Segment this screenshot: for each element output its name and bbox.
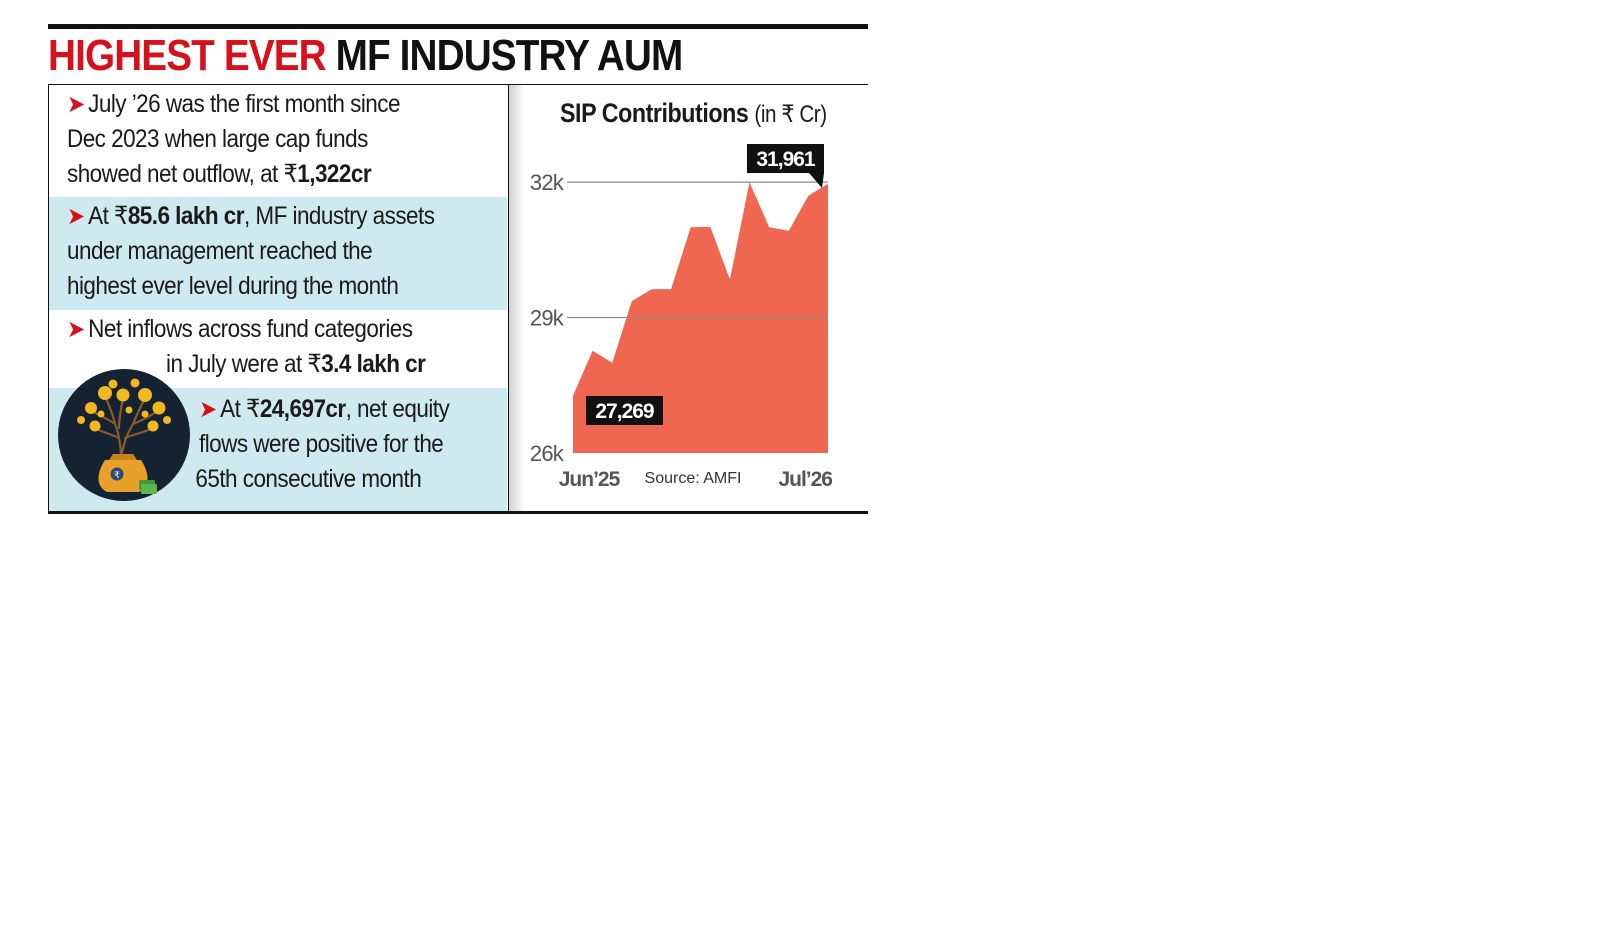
infographic-frame (48, 84, 868, 514)
bullet-arrow-icon: ➤ (67, 91, 85, 118)
point-run: 65th consecutive month (195, 465, 422, 493)
callout-last-box (747, 144, 824, 173)
point-text: ➤ July ’26 was the first month since Dec 2… (67, 87, 400, 192)
point-run: Net inflows across fund categories (88, 315, 413, 343)
bullet-arrow-icon: ➤ (67, 316, 85, 343)
point-text: ➤ At ₹85.6 lakh cr, MF industry assets und… (67, 199, 435, 304)
chart-title-unit: (in ₹ Cr) (754, 101, 827, 128)
point-line: ➤ July ’26 was the first month since (67, 87, 400, 122)
point-run: flows were positive for the (199, 430, 444, 458)
point-run: At ₹ (220, 395, 260, 423)
point-highlight: 85.6 lakh cr (127, 202, 245, 230)
key-points-panel: ➤ July ’26 was the first month since Dec 2… (48, 85, 509, 511)
callout-first-label: 27,269 (595, 400, 654, 423)
point-line: ➤ At ₹24,697cr, net equity (199, 392, 450, 427)
point-line: 65th consecutive month (195, 462, 449, 497)
y-tick-label: 29k (530, 306, 565, 331)
bullet-arrow-icon: ➤ (67, 203, 85, 230)
chart-title-main: SIP Contributions (560, 98, 749, 128)
point-line: ➤ At ₹85.6 lakh cr, MF industry assets (67, 199, 435, 234)
point-line: highest ever level during the month (67, 269, 434, 304)
point-row-1: ➤ July ’26 was the first month since Dec 2… (49, 85, 507, 197)
svg-text:₹: ₹ (114, 471, 120, 481)
point-highlight: 3.4 lakh cr (321, 350, 426, 378)
point-run: in July were at ₹ (166, 350, 322, 378)
point-highlight: 24,697cr (259, 395, 346, 423)
point-run: under management reached the (67, 237, 373, 265)
point-line: in July were at ₹3.4 lakh cr (166, 347, 426, 382)
callout-last-pointer (809, 173, 824, 188)
source-note: Source: AMFI (645, 470, 742, 487)
point-line: ➤ Net inflows across fund categories (67, 312, 425, 347)
x-tick-label: Jul’26 (778, 468, 832, 491)
y-tick-label: 26k (530, 441, 565, 466)
callout-last-label: 31,961 (756, 148, 816, 171)
headline: HIGHEST EVER MF INDUSTRY AUM (48, 30, 684, 82)
panel-divider-shadow (509, 85, 525, 511)
point-run: July ’26 was the first month since (88, 90, 400, 118)
point-text: ➤ At ₹24,697cr, net equity flows were posi… (195, 392, 450, 497)
point-highlight: 1,322cr (297, 160, 372, 188)
y-tick-label: 32k (530, 170, 565, 195)
money-tree-icon: ₹ (58, 369, 190, 501)
bullet-arrow-icon: ➤ (199, 396, 217, 423)
point-run: Dec 2023 when large cap funds (67, 125, 368, 153)
headline-red: HIGHEST EVER (48, 31, 327, 80)
sip-area-chart: 26k 29k 32k Jun’25 Jul’26 Source: AMFI 27,269 3… (530, 144, 833, 491)
point-line: under management reached the (67, 234, 434, 269)
point-run: showed net outflow, at ₹ (67, 160, 298, 188)
point-row-3: ➤ Net inflows across fund categories in Ju… (49, 310, 507, 388)
point-run: , net equity (345, 395, 450, 423)
top-rule (48, 24, 868, 29)
callout-first-box (586, 396, 663, 425)
point-run: At ₹ (88, 202, 128, 230)
point-line: Dec 2023 when large cap funds (67, 122, 400, 157)
point-line: showed net outflow, at ₹1,322cr (67, 157, 400, 192)
point-row-2: ➤ At ₹85.6 lakh cr, MF industry assets und… (49, 197, 507, 310)
point-line: flows were positive for the (199, 427, 449, 462)
x-tick-label: Jun’25 (559, 468, 621, 491)
headline-black: MF INDUSTRY AUM (335, 31, 684, 80)
point-text: ➤ Net inflows across fund categories in Ju… (67, 312, 426, 382)
point-run: , MF industry assets (243, 202, 435, 230)
point-run: highest ever level during the month (67, 272, 399, 300)
chart-title: SIP Contributions (in ₹ Cr) (560, 95, 827, 133)
